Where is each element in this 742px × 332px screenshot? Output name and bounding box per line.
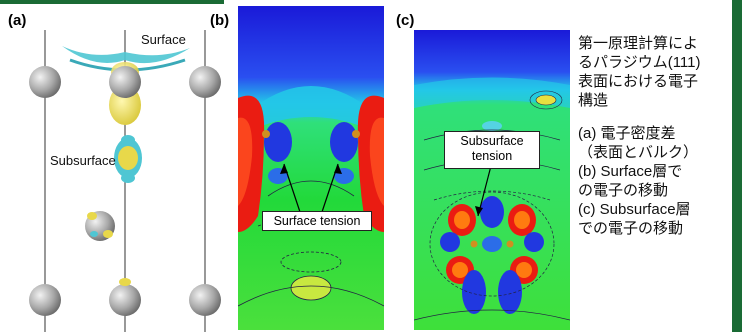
- panel-b-contour-map: [238, 6, 384, 330]
- caption-title-line: 第一原理計算によ: [578, 35, 699, 52]
- subsurface-tension-label: Subsurface tension: [444, 131, 540, 169]
- caption-spacer: [578, 110, 728, 124]
- caption-legend-line: (c) Subsurface層: [578, 201, 691, 218]
- panel-c-contour-map: [414, 30, 570, 330]
- caption-legend-line: (a) 電子密度差: [578, 125, 676, 142]
- panel-a-structure: [29, 30, 221, 332]
- subsurface-tension-line2: tension: [471, 149, 513, 163]
- subsurface-label: Subsurface: [50, 153, 116, 168]
- header-accent-bar: [0, 0, 224, 4]
- caption-title-line: るパラジウム(111): [578, 54, 701, 71]
- surface-tension-label: Surface tension: [262, 211, 372, 231]
- caption-legend-line: （表面とバルク）: [578, 144, 699, 161]
- caption-title-line: 表面における電子: [578, 73, 699, 90]
- caption-legend-line: の電子の移動: [578, 182, 669, 199]
- subsurface-tension-line1: Subsurface: [460, 134, 524, 148]
- panel-c-label: (c): [396, 12, 415, 29]
- right-accent-bar: [732, 0, 742, 332]
- caption-title-line: 構造: [578, 92, 609, 109]
- panel-b-label: (b): [210, 12, 230, 29]
- caption-legend-line: での電子の移動: [578, 220, 684, 237]
- surface-label: Surface: [141, 32, 186, 47]
- figure-caption: 第一原理計算によ るパラジウム(111) 表面における電子 構造 (a) 電子密…: [578, 34, 728, 238]
- panel-a-label: (a): [8, 12, 27, 29]
- caption-legend-line: (b) Surface層で: [578, 163, 683, 180]
